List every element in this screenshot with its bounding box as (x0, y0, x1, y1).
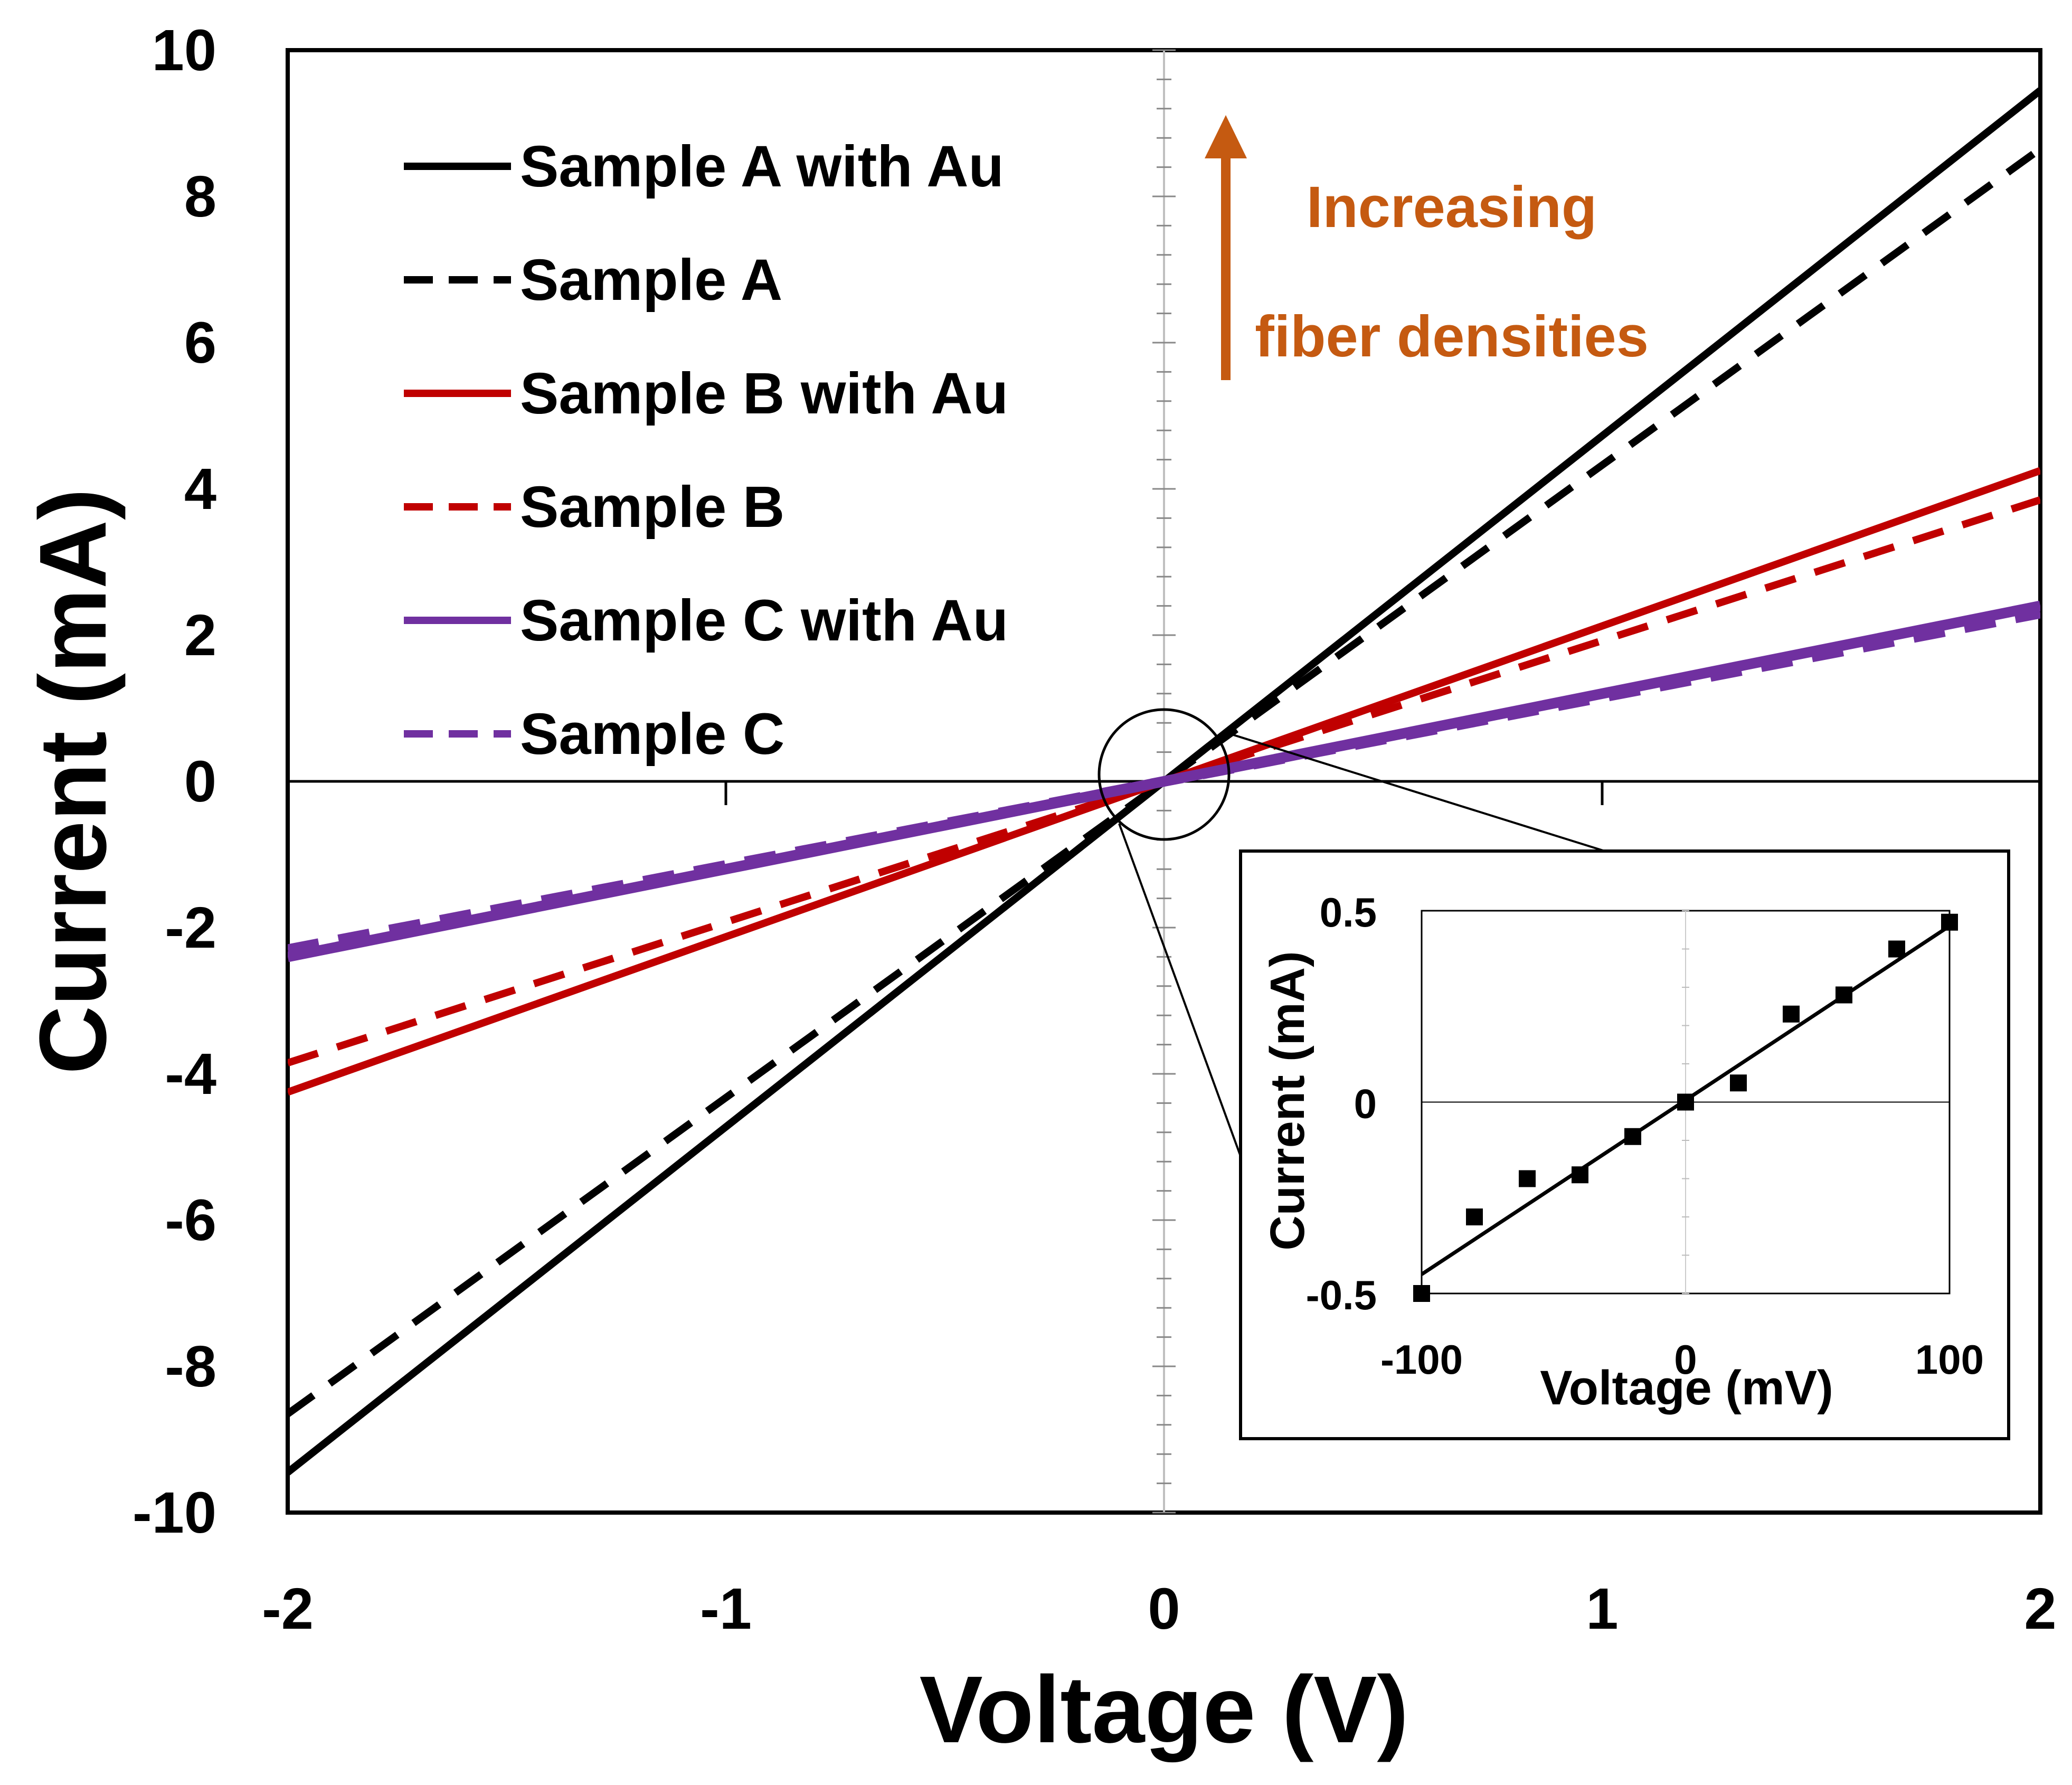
main-y-tick-label: 0 (184, 749, 216, 814)
main-y-tick-label: 4 (184, 457, 216, 522)
main-y-tick-label: 8 (184, 164, 216, 229)
inset-chart: 0.5 0 -0.5 -100 0 100 Voltage (mV) Current (… (1239, 849, 2010, 1440)
inset-y-axis-label: Current (mA) (1261, 951, 1314, 1250)
zoom-connector-top (1229, 733, 1605, 852)
main-minor-ticks (1152, 49, 1176, 1514)
fiber-density-annotation: Increasing fiber densities (1205, 115, 1649, 380)
main-x-tick-labels: -2 -1 0 1 2 (262, 1576, 2057, 1641)
legend-label: Sample B (520, 475, 784, 540)
main-x-tick-label: 2 (2024, 1576, 2056, 1641)
annotation-arrow-head (1205, 115, 1247, 158)
main-series-group (288, 87, 2040, 1476)
inset-y-tick-label: 0.5 (1320, 889, 1377, 936)
main-y-tick-label: -6 (165, 1188, 216, 1253)
annotation-text-line-1: Increasing (1307, 175, 1597, 240)
main-y-axis-label: Current (mA) (20, 488, 126, 1074)
inset-data-point (1836, 986, 1852, 1004)
main-series-line-sample-c-with-au (288, 600, 2040, 962)
inset-markers (1413, 913, 1958, 1302)
main-y-tick-label: 2 (184, 603, 216, 668)
inset-minor-ticks (1682, 910, 1689, 1294)
main-x-tick-label: -1 (700, 1576, 752, 1641)
main-y-tick-labels: 10 8 6 4 2 0 -2 -4 -6 -8 -10 (133, 18, 216, 1545)
legend-label: Sample A (520, 248, 782, 313)
inset-x-tick-label: 100 (1915, 1336, 1984, 1383)
inset-data-point (1941, 913, 1958, 931)
inset-y-tick-label: 0 (1354, 1081, 1377, 1127)
zoom-circle (1098, 708, 1231, 841)
legend: Sample A with Au Sample A Sample B with Au… (404, 134, 1008, 767)
main-y-tick-label: -4 (165, 1042, 216, 1107)
main-y-tick-label: -8 (165, 1334, 216, 1399)
inset-x-tick-label: 0 (1674, 1336, 1697, 1383)
inset-data-point (1730, 1074, 1747, 1092)
inset-x-tick-labels: -100 0 100 (1380, 1336, 1984, 1383)
main-y-tick-label: 10 (152, 18, 216, 83)
legend-label: Sample C with Au (520, 588, 1008, 653)
main-y-tick-label: -10 (133, 1480, 216, 1545)
zoom-connector-bottom (1118, 823, 1242, 1157)
inset-data-point (1519, 1170, 1536, 1187)
main-x-axis-label: Voltage (V) (920, 1657, 1409, 1763)
main-y-tick-label: -2 (165, 895, 216, 960)
annotation-text-line-2: fiber densities (1255, 304, 1649, 369)
main-x-tick-label: 1 (1586, 1576, 1618, 1641)
main-x-tick-label: 0 (1148, 1576, 1180, 1641)
legend-label: Sample A with Au (520, 134, 1004, 199)
legend-label: Sample C (520, 702, 784, 767)
inset-data-point (1783, 1005, 1800, 1023)
inset-data-point (1888, 940, 1905, 958)
inset-x-tick-label: -100 (1380, 1336, 1463, 1383)
inset-data-point (1624, 1128, 1641, 1145)
inset-data-point (1413, 1285, 1430, 1302)
inset-x-axis-label: Voltage (mV) (1540, 1361, 1833, 1415)
inset-data-point (1572, 1166, 1588, 1184)
inset-y-tick-labels: 0.5 0 -0.5 (1306, 889, 1377, 1318)
main-x-tick-label: -2 (262, 1576, 314, 1641)
main-x-tick-marks (724, 781, 1604, 805)
inset-y-tick-label: -0.5 (1306, 1272, 1377, 1318)
inset-data-point (1466, 1208, 1483, 1225)
inset-data-point (1677, 1093, 1694, 1111)
legend-label: Sample B with Au (520, 361, 1008, 426)
main-y-tick-label: 6 (184, 310, 216, 375)
